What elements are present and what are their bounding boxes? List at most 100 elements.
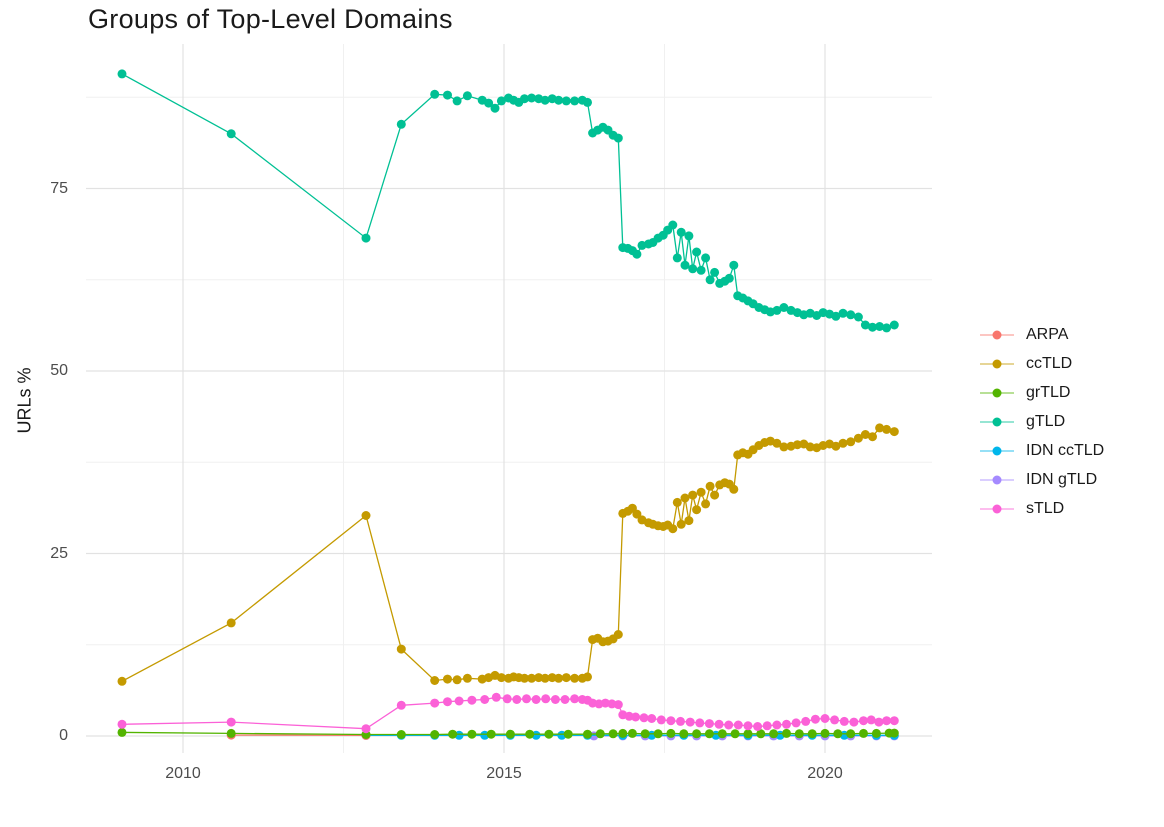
data-point xyxy=(831,441,841,451)
data-point xyxy=(618,728,628,738)
data-point xyxy=(430,676,440,685)
data-point xyxy=(779,442,789,452)
data-point xyxy=(859,728,868,738)
data-point xyxy=(520,673,529,683)
data-point xyxy=(807,729,817,739)
data-point xyxy=(541,694,551,704)
data-point xyxy=(361,511,371,520)
legend-label: sTLD xyxy=(1026,499,1065,517)
data-point xyxy=(550,695,560,704)
data-point xyxy=(653,729,663,739)
data-point xyxy=(454,696,464,706)
data-point xyxy=(560,695,570,704)
data-point xyxy=(853,312,863,322)
data-point xyxy=(544,729,554,739)
legend-key-icon xyxy=(980,504,1014,513)
data-point xyxy=(756,729,766,739)
data-point xyxy=(733,720,743,730)
data-point xyxy=(833,729,843,739)
data-point xyxy=(680,260,690,270)
data-point xyxy=(583,97,592,107)
data-point xyxy=(769,729,779,739)
data-point xyxy=(710,490,720,500)
legend-key-dot xyxy=(992,446,1002,455)
data-point xyxy=(692,247,702,257)
data-point xyxy=(889,427,899,437)
data-point xyxy=(676,227,686,237)
data-point xyxy=(512,695,522,704)
data-point xyxy=(724,273,734,283)
data-point xyxy=(676,716,685,726)
data-point xyxy=(226,728,236,738)
data-point xyxy=(666,728,676,738)
legend-item-gtld: gTLD xyxy=(978,407,1104,436)
data-point xyxy=(361,724,371,734)
data-point xyxy=(830,715,840,725)
data-point xyxy=(430,698,440,708)
data-point xyxy=(639,713,649,723)
data-point xyxy=(443,674,452,684)
data-point xyxy=(443,90,452,100)
data-point xyxy=(527,93,537,103)
data-point xyxy=(505,729,515,739)
data-point xyxy=(860,430,870,439)
data-point xyxy=(704,729,714,739)
legend-key-icon xyxy=(980,446,1014,455)
data-point xyxy=(443,697,452,707)
data-point xyxy=(684,516,694,526)
data-point xyxy=(396,700,406,710)
data-point xyxy=(563,729,573,739)
data-point xyxy=(849,717,859,727)
data-point xyxy=(520,94,529,104)
data-point xyxy=(696,265,706,275)
y-tick-label: 75 xyxy=(50,179,68,197)
data-point xyxy=(467,695,477,705)
data-point xyxy=(627,728,637,738)
legend-key-icon xyxy=(980,417,1014,426)
data-point xyxy=(396,730,406,739)
data-point xyxy=(554,673,564,683)
data-point xyxy=(496,673,506,683)
x-tick-label: 2020 xyxy=(807,765,843,782)
data-point xyxy=(396,644,406,654)
data-point xyxy=(583,672,592,682)
legend-label: gTLD xyxy=(1026,412,1066,430)
data-point xyxy=(685,717,695,727)
data-point xyxy=(705,481,715,491)
data-point xyxy=(613,700,623,710)
legend-item-idn-cctld: IDN ccTLD xyxy=(978,436,1104,465)
data-point xyxy=(705,275,715,285)
data-point xyxy=(396,119,406,129)
data-point xyxy=(846,310,856,320)
data-point xyxy=(561,673,571,683)
data-point xyxy=(820,714,830,723)
data-point xyxy=(853,433,863,443)
data-point xyxy=(452,675,462,685)
data-point xyxy=(570,96,580,106)
data-point xyxy=(486,729,496,739)
data-point xyxy=(704,719,714,729)
data-point xyxy=(846,729,856,739)
series-stld-points xyxy=(117,692,899,734)
legend-key-icon xyxy=(980,388,1014,397)
data-point xyxy=(484,98,494,108)
data-point xyxy=(561,96,571,106)
data-point xyxy=(846,437,856,447)
data-point xyxy=(743,729,753,739)
data-point xyxy=(117,69,127,79)
legend-key-dot xyxy=(992,504,1002,513)
data-point xyxy=(668,220,678,230)
x-tick-label: 2015 xyxy=(486,765,522,782)
y-tick-label: 0 xyxy=(59,727,68,744)
data-point xyxy=(692,505,702,515)
data-point xyxy=(882,424,892,434)
legend-key-icon xyxy=(980,475,1014,484)
legend-key-icon xyxy=(980,330,1014,339)
series-cctld-line xyxy=(121,427,895,682)
data-point xyxy=(531,695,541,704)
data-point xyxy=(117,676,127,686)
legend-label: IDN gTLD xyxy=(1026,470,1098,488)
data-point xyxy=(724,720,734,730)
data-point xyxy=(491,692,501,702)
legend-item-idn-gtld: IDN gTLD xyxy=(978,465,1104,494)
